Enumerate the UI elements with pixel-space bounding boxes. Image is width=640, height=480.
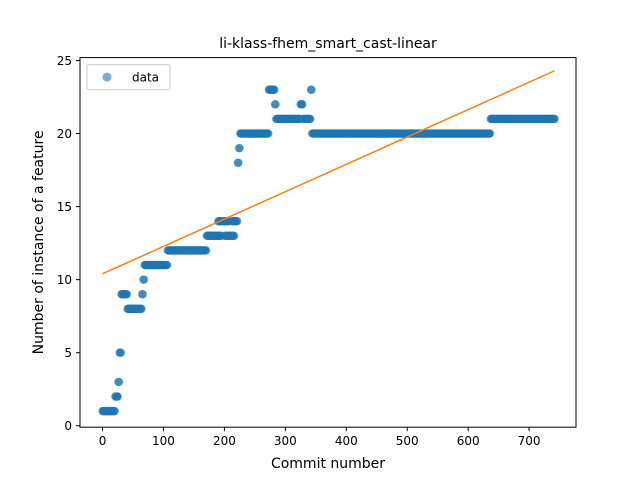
data-point bbox=[270, 85, 279, 94]
data-point bbox=[137, 304, 146, 314]
legend-entry-data: data bbox=[132, 71, 159, 85]
plot-area bbox=[98, 70, 559, 416]
axes-frame bbox=[79, 57, 577, 428]
axis-ticks: 0 100 200 300 400 500 600 700 0 5 10 15 20 25 bbox=[57, 54, 541, 448]
data-point bbox=[201, 246, 211, 255]
data-point bbox=[229, 231, 239, 241]
data-point bbox=[122, 290, 132, 299]
legend: data bbox=[86, 64, 171, 91]
y-tick-label: 15 bbox=[57, 200, 72, 214]
data-point bbox=[485, 129, 495, 138]
y-tick-label: 25 bbox=[57, 54, 72, 68]
x-tick-label: 300 bbox=[274, 434, 297, 448]
x-tick-label: 0 bbox=[99, 434, 107, 448]
y-tick-label: 10 bbox=[57, 273, 72, 287]
x-tick-label: 500 bbox=[396, 434, 419, 448]
legend-box bbox=[86, 64, 171, 91]
data-point bbox=[271, 100, 280, 109]
y-tick-label: 5 bbox=[64, 346, 72, 360]
x-tick-label: 200 bbox=[213, 434, 236, 448]
data-point bbox=[298, 100, 307, 109]
data-point bbox=[234, 158, 243, 167]
legend-marker bbox=[102, 72, 112, 82]
x-axis-label: Commit number bbox=[271, 456, 385, 472]
data-point bbox=[306, 114, 315, 124]
y-tick-label: 20 bbox=[57, 127, 72, 141]
y-axis-label: Number of instance of a feature bbox=[31, 130, 47, 354]
data-point bbox=[138, 290, 147, 299]
fit-line bbox=[102, 70, 555, 275]
x-tick-label: 100 bbox=[152, 434, 175, 448]
x-tick-label: 400 bbox=[335, 434, 358, 448]
data-point bbox=[550, 114, 559, 124]
data-point bbox=[110, 406, 119, 416]
data-point bbox=[307, 85, 316, 94]
data-point bbox=[139, 275, 149, 284]
data-point bbox=[113, 392, 122, 401]
data-point bbox=[114, 377, 124, 387]
data-point bbox=[233, 217, 242, 226]
x-tick-label: 600 bbox=[457, 434, 480, 448]
data-point bbox=[264, 129, 273, 138]
y-tick-label: 0 bbox=[64, 419, 72, 433]
data-point bbox=[235, 143, 244, 153]
data-point bbox=[162, 260, 172, 270]
chart-title: li-klass-fhem_smart_cast-linear bbox=[219, 36, 437, 52]
data-point bbox=[116, 348, 126, 357]
x-tick-label: 700 bbox=[518, 434, 541, 448]
